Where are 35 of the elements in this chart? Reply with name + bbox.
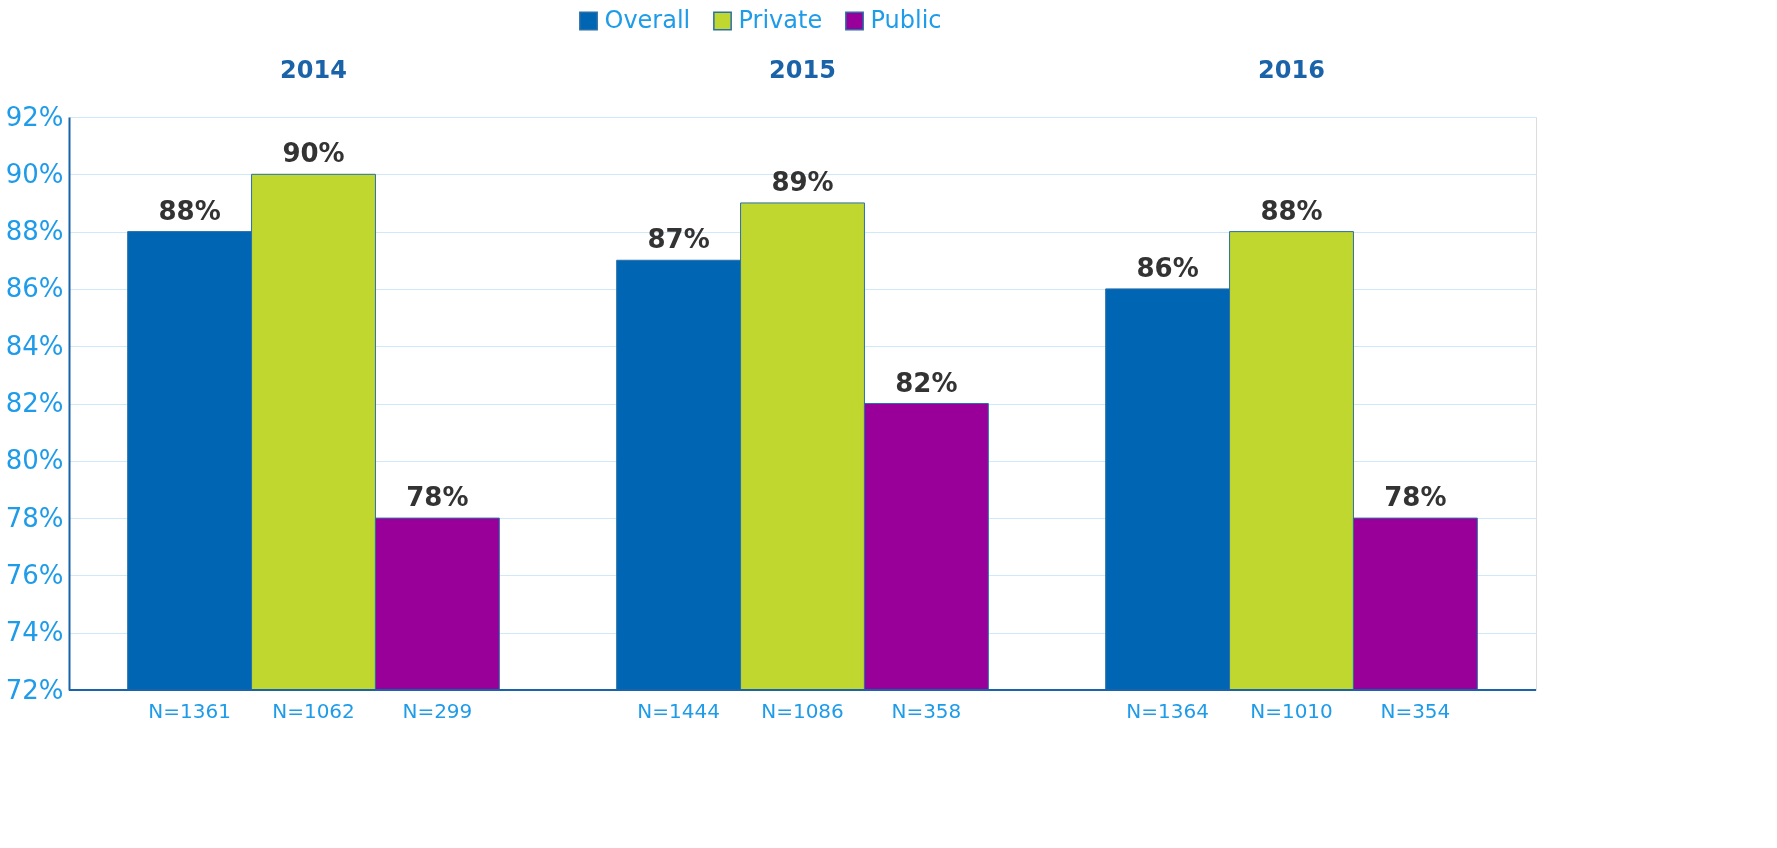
legend-label: Overall (604, 6, 691, 34)
text: N=358 (891, 699, 962, 723)
y-tick-label: 92% (5, 101, 64, 132)
data-label: 87% (647, 224, 710, 255)
legend-label: Public (870, 6, 942, 34)
y-tick-label: 80% (5, 445, 64, 476)
text: N=354 (1380, 699, 1451, 723)
text: N=1364 (1126, 699, 1209, 723)
y-tick-label: 72% (5, 674, 64, 705)
text: N=1086 (761, 699, 844, 723)
y-tick-label: 86% (5, 273, 64, 304)
y-tick-label: 76% (5, 559, 64, 590)
data-label: 90% (282, 138, 345, 169)
data-label: 89% (771, 166, 834, 197)
data-label: 78% (1384, 482, 1447, 513)
text: N=1062 (272, 699, 355, 723)
text: N=1361 (148, 699, 231, 723)
text: N=299 (402, 699, 473, 723)
y-tick-label: 78% (5, 502, 64, 533)
x-tick-label: 2016 (1258, 55, 1325, 84)
y-tick-label: 74% (5, 617, 64, 648)
text: N=1444 (637, 699, 720, 723)
data-label: 88% (1260, 195, 1323, 226)
x-tick-label: 2014 (280, 55, 347, 84)
y-tick-label: 90% (5, 158, 64, 189)
data-label: 86% (1136, 252, 1199, 283)
x-tick-label: 2015 (769, 55, 836, 84)
data-label: 88% (158, 195, 221, 226)
data-label: 78% (406, 482, 469, 513)
text: N=1010 (1250, 699, 1333, 723)
y-tick-label: 82% (5, 388, 64, 418)
legend-label: Private (738, 6, 823, 34)
data-label: 82% (895, 367, 958, 398)
y-tick-label: 84% (5, 330, 64, 361)
y-tick-label: 88% (5, 216, 64, 247)
